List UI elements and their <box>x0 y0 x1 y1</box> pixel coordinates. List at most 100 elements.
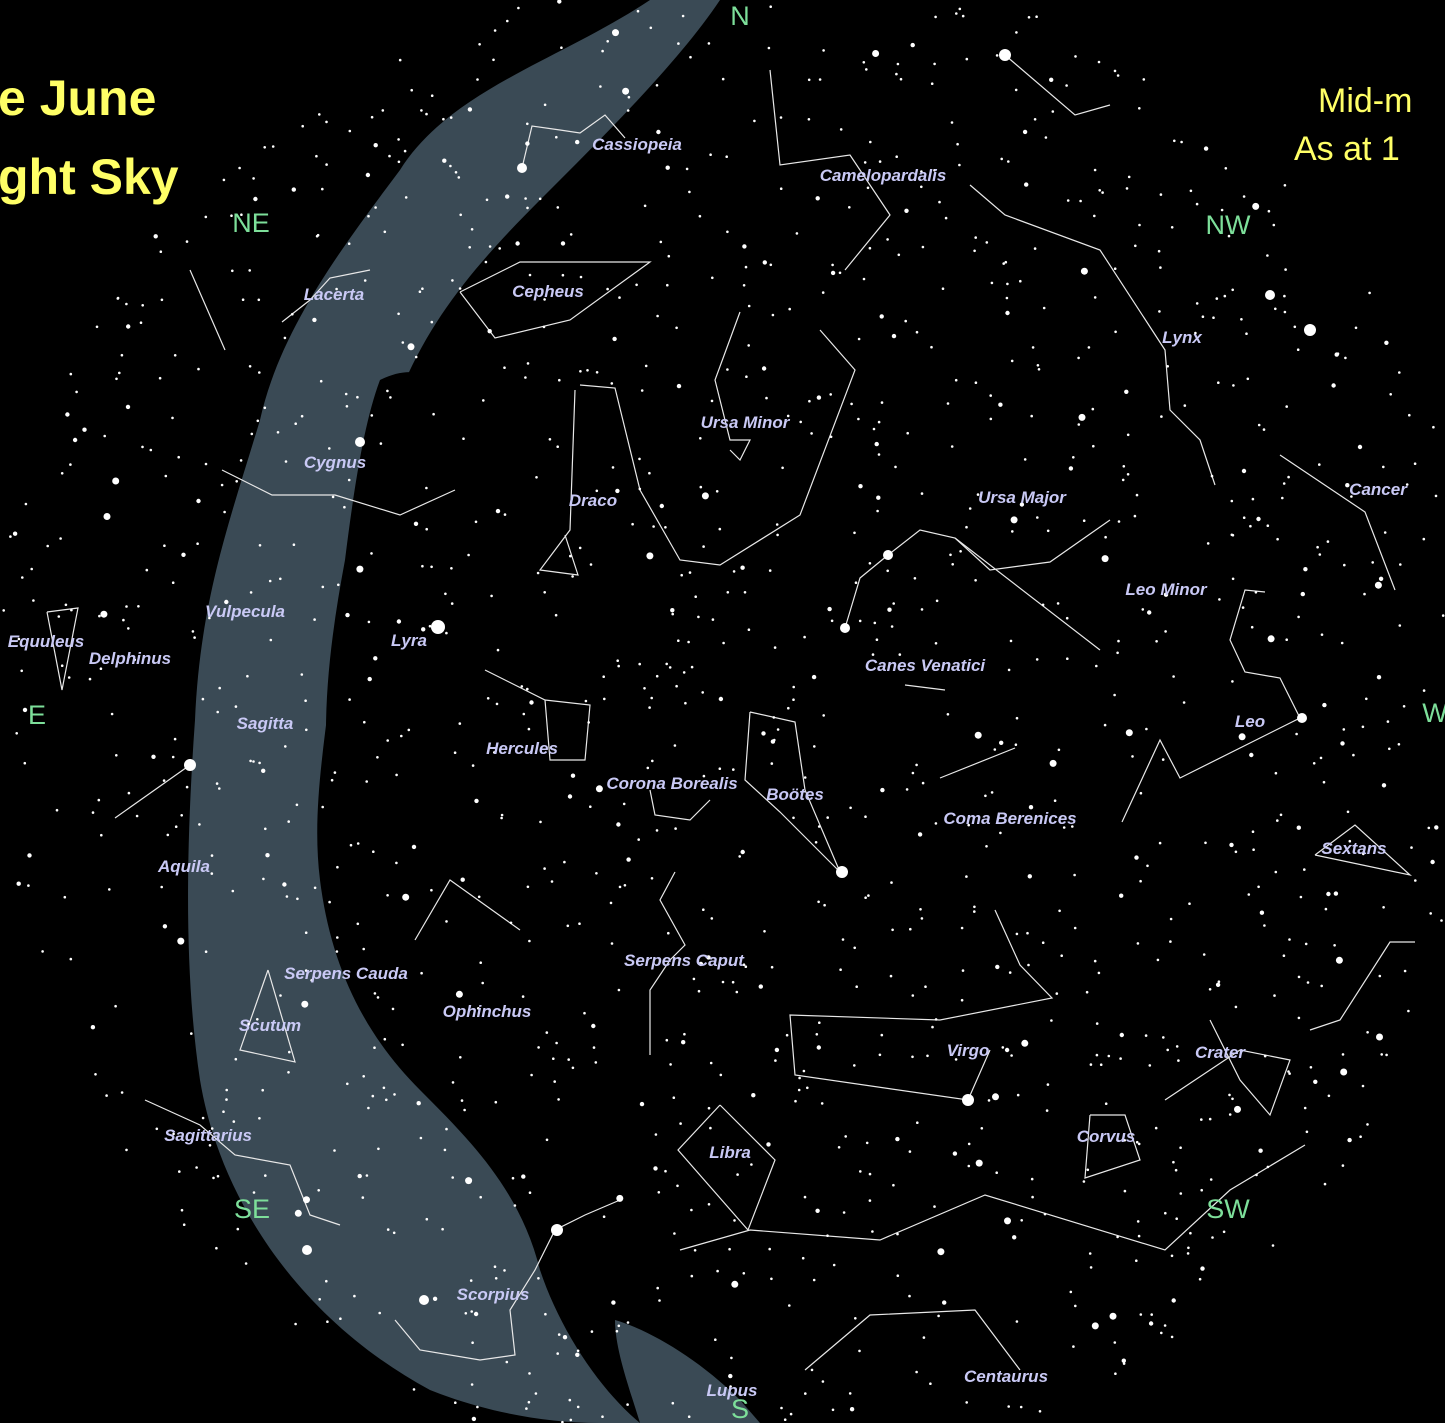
star <box>265 853 269 857</box>
star <box>1100 1063 1103 1066</box>
constellation-label: Boötes <box>766 785 824 804</box>
star <box>362 1196 365 1199</box>
star <box>32 599 35 602</box>
star <box>853 947 856 950</box>
star <box>776 523 779 526</box>
star <box>1334 891 1338 895</box>
star <box>916 1121 919 1124</box>
star <box>321 806 324 809</box>
star <box>953 1151 957 1155</box>
star <box>103 435 106 438</box>
star <box>287 820 290 823</box>
star <box>61 664 64 667</box>
star <box>126 405 130 409</box>
star <box>382 109 385 112</box>
star <box>1328 1095 1331 1098</box>
star <box>1249 525 1252 528</box>
star <box>881 401 884 404</box>
star <box>68 676 71 679</box>
star <box>321 188 324 191</box>
star <box>1066 617 1069 620</box>
star <box>780 1407 783 1410</box>
star <box>1046 1109 1049 1112</box>
star <box>1123 465 1126 468</box>
star <box>397 313 400 316</box>
star <box>898 254 901 257</box>
star <box>1027 964 1030 967</box>
star <box>804 1196 807 1199</box>
star <box>75 391 78 394</box>
star <box>41 950 44 953</box>
star <box>1256 517 1260 521</box>
star <box>1380 1053 1383 1056</box>
star <box>470 1310 473 1313</box>
star <box>368 677 372 681</box>
star <box>744 591 747 594</box>
star <box>1006 297 1009 300</box>
star <box>65 604 68 607</box>
star <box>1031 1178 1034 1181</box>
star <box>996 54 999 57</box>
star <box>1122 1359 1126 1363</box>
star <box>648 706 651 709</box>
bright-star <box>302 1245 312 1255</box>
star <box>521 685 524 688</box>
constellation-label: Lacerta <box>304 285 364 304</box>
star <box>1026 932 1029 935</box>
star <box>974 236 977 239</box>
star <box>612 29 619 36</box>
star <box>1343 728 1346 731</box>
star <box>387 1228 390 1231</box>
star <box>89 678 92 681</box>
star <box>384 231 387 234</box>
star <box>1342 1164 1345 1167</box>
star <box>725 155 728 158</box>
star <box>720 1074 723 1077</box>
star <box>942 1300 946 1304</box>
star <box>1423 538 1426 541</box>
star <box>431 321 434 324</box>
star <box>647 767 650 770</box>
star <box>563 1335 567 1339</box>
star <box>611 1300 615 1304</box>
star <box>934 16 937 19</box>
star <box>1122 479 1125 482</box>
star <box>879 1054 882 1057</box>
star <box>343 506 346 509</box>
star <box>602 675 605 678</box>
constellation-label: Crater <box>1195 1043 1246 1062</box>
star <box>1136 494 1139 497</box>
star <box>1043 307 1046 310</box>
star <box>1200 1189 1203 1192</box>
star <box>992 1093 999 1100</box>
star <box>699 215 702 218</box>
star <box>1008 669 1011 672</box>
star <box>292 187 296 191</box>
star <box>528 728 531 731</box>
star <box>1124 1190 1127 1193</box>
star <box>1407 1010 1410 1013</box>
star <box>112 478 119 485</box>
star <box>916 331 919 334</box>
star <box>296 804 299 807</box>
star <box>383 1087 386 1090</box>
star <box>1028 16 1031 19</box>
star <box>716 1270 719 1273</box>
star <box>808 400 811 403</box>
star <box>258 762 261 765</box>
star <box>813 745 816 748</box>
star <box>682 15 685 18</box>
star <box>250 591 253 594</box>
star <box>802 1257 805 1260</box>
star <box>603 1215 606 1218</box>
star <box>1183 701 1186 704</box>
star <box>1382 783 1386 787</box>
star <box>700 486 703 489</box>
star <box>506 20 509 23</box>
star <box>94 1073 97 1076</box>
star <box>426 1218 429 1221</box>
star <box>811 1369 814 1372</box>
star <box>670 608 674 612</box>
star <box>1138 1143 1141 1146</box>
star <box>180 814 183 817</box>
